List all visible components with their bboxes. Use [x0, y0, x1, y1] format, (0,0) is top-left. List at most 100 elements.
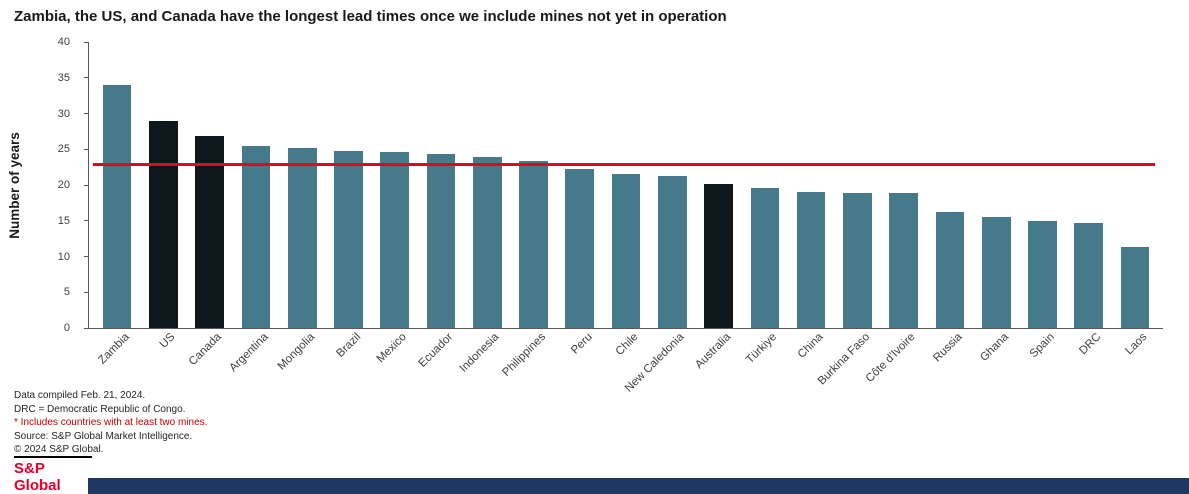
- bar-drc: [1074, 222, 1104, 328]
- x-axis-label: Peru: [568, 331, 595, 357]
- bar-slot: China: [788, 42, 834, 361]
- bar-chile: [611, 174, 641, 328]
- y-tick-label: 5: [63, 286, 70, 299]
- y-tick-label: 10: [57, 250, 70, 263]
- y-tick-mark: [84, 291, 89, 293]
- y-tick-mark: [84, 148, 89, 150]
- bar-slot: Brazil: [325, 42, 371, 360]
- x-axis-label: Mexico: [374, 331, 410, 366]
- footnote-source: Source: S&P Global Market Intelligence.: [14, 430, 193, 442]
- bar-slot: DRC: [1066, 42, 1112, 357]
- y-tick-label: 40: [57, 36, 70, 48]
- bar-slot: Russia: [927, 42, 973, 364]
- bar-slot: Argentina: [227, 42, 279, 374]
- y-tick-label: 0: [63, 322, 70, 334]
- y-tick-label: 25: [57, 143, 70, 156]
- plot-area: Zambia US Canada Argentina Mongolia Brazil Mex…: [84, 41, 1163, 395]
- bar-zambia: [102, 84, 132, 328]
- bar-t-rkiye: [750, 187, 780, 328]
- x-axis-label: DRC: [1077, 331, 1104, 358]
- bar-slot: Mongolia: [275, 42, 325, 372]
- bar-russia: [935, 212, 965, 328]
- y-axis-title-text: Number of years: [6, 131, 22, 239]
- x-axis-label: Ecuador: [416, 331, 456, 370]
- bar-slot: Laos: [1112, 42, 1158, 357]
- y-axis-ticks: 0 5 10 15 20 25 30 35 40: [44, 36, 80, 334]
- x-axis-label: US: [158, 331, 178, 351]
- x-axis-label: Russia: [931, 331, 965, 365]
- sp-global-logo: S&P Global: [14, 456, 92, 494]
- bar-ecuador: [426, 154, 456, 328]
- chart-title: Zambia, the US, and Canada have the long…: [14, 8, 727, 25]
- footnote-asterisk-note: * Includes countries with at least two m…: [14, 417, 208, 428]
- bar-spain: [1028, 220, 1057, 328]
- bar-burkina-faso: [843, 192, 872, 328]
- bar-new-caledonia: [657, 175, 687, 328]
- y-tick-mark: [84, 41, 89, 43]
- bar-ghana: [981, 217, 1011, 328]
- bar-peru: [565, 168, 595, 328]
- bar-china: [796, 192, 826, 328]
- x-axis-label: Spain: [1027, 331, 1057, 361]
- bar-slot: Burkina Faso: [815, 42, 880, 387]
- bar-slot: Chile: [603, 42, 649, 358]
- x-axis-label: Zambia: [96, 331, 132, 367]
- bar-slot: Spain: [1019, 42, 1065, 360]
- bar-mexico: [380, 152, 410, 328]
- bar-us: [149, 120, 178, 328]
- y-tick-mark: [84, 184, 89, 186]
- bar-slot: Canada: [187, 42, 233, 368]
- x-axis-label: China: [795, 331, 826, 361]
- bar-indonesia: [472, 157, 502, 328]
- bar-argentina: [241, 145, 271, 328]
- bars: Zambia US Canada Argentina Mongolia Brazil Mex…: [89, 42, 1163, 395]
- x-axis-label: Laos: [1123, 331, 1150, 358]
- y-axis-title: Number of years: [2, 42, 26, 328]
- x-axis-label: Canada: [187, 331, 225, 368]
- bar-slot: Ghana: [973, 42, 1019, 364]
- bar-slot: Zambia: [94, 42, 140, 367]
- bar-c-te-d-ivoire: [889, 192, 918, 328]
- y-tick-mark: [84, 220, 89, 222]
- y-tick-label: 15: [57, 214, 70, 227]
- bar-slot: Peru: [557, 42, 603, 357]
- x-axis-label: Indonesia: [457, 331, 502, 375]
- bar-slot: Philippines: [500, 42, 556, 379]
- bar-brazil: [334, 150, 363, 328]
- bar-slot: Türkiye: [742, 42, 788, 366]
- x-axis-label: Brazil: [334, 331, 363, 360]
- bar-mongolia: [287, 147, 317, 328]
- x-axis-label: Ghana: [977, 331, 1011, 364]
- footnote-data-compiled: Data compiled Feb. 21, 2024.: [14, 390, 146, 401]
- x-axis-label: Philippines: [500, 331, 549, 379]
- x-axis-label: Chile: [613, 331, 641, 359]
- x-axis-label: Australia: [692, 331, 734, 372]
- bar-slot: Ecuador: [417, 42, 464, 370]
- y-tick-mark: [84, 327, 89, 329]
- footnote-copyright: © 2024 S&P Global.: [14, 444, 104, 455]
- y-tick-label: 30: [57, 107, 70, 120]
- bar-slot: New Caledonia: [623, 42, 695, 395]
- bar-canada: [195, 136, 224, 328]
- footnotes: Data compiled Feb. 21, 2024. DRC = Democ…: [14, 389, 207, 457]
- y-tick-mark: [84, 113, 89, 114]
- footer-bar: [88, 478, 1189, 494]
- bar-slot: Indonesia: [458, 42, 510, 375]
- x-axis-label: Türkiye: [744, 331, 780, 367]
- bar-slot: Mexico: [372, 42, 418, 365]
- x-axis-label: Mongolia: [275, 331, 317, 373]
- y-tick-mark: [84, 77, 89, 79]
- bar-slot: Côte d'Ivoire: [864, 42, 927, 385]
- bar-australia: [704, 184, 733, 328]
- bar-philippines: [519, 160, 548, 328]
- y-tick-label: 20: [57, 179, 70, 191]
- y-tick-label: 35: [57, 71, 70, 84]
- bar-slot: Australia: [693, 42, 741, 371]
- average-reference-line: [93, 162, 1155, 166]
- bar-laos: [1120, 247, 1150, 328]
- footnote-drc-definition: DRC = Democratic Republic of Congo.: [14, 403, 186, 415]
- y-tick-mark: [84, 256, 89, 257]
- x-axis-label: Argentina: [227, 331, 271, 375]
- bar-slot: US: [140, 42, 186, 351]
